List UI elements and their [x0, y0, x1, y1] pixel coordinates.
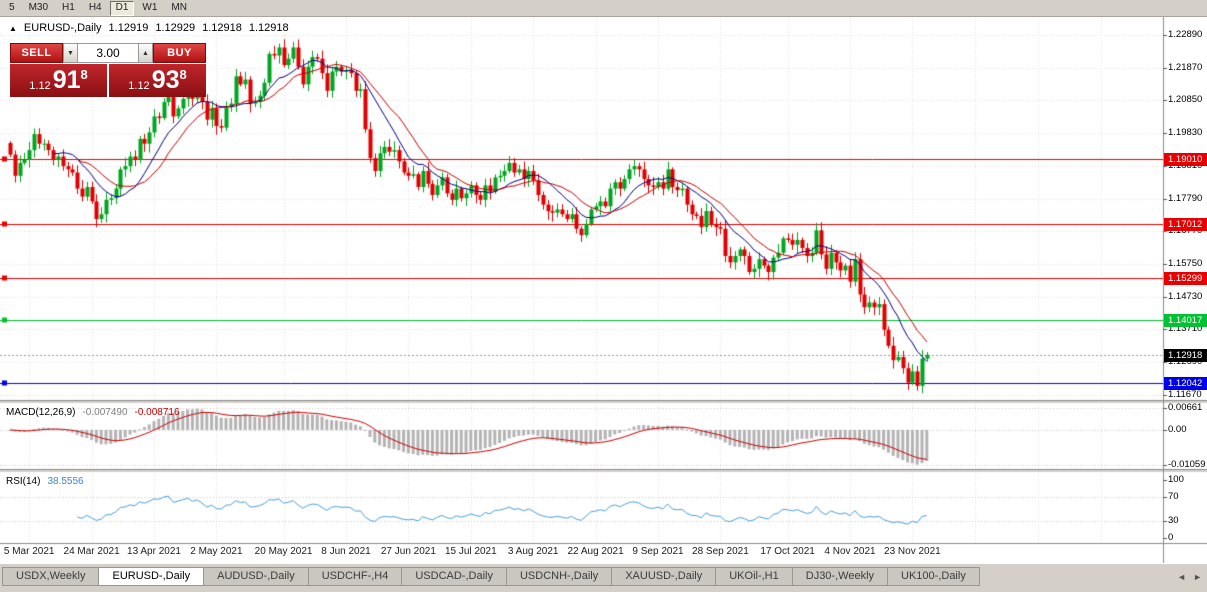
tab-scroll-right-icon[interactable]: ►: [1193, 572, 1202, 582]
time-axis-label: 2 May 2021: [190, 546, 243, 557]
chart-tab-uk100-daily[interactable]: UK100-,Daily: [888, 567, 980, 586]
bid-big-figure: 1.12: [29, 80, 51, 92]
time-axis-label: 23 Nov 2021: [884, 546, 941, 557]
price-chart-canvas[interactable]: [0, 17, 1207, 563]
bid-pipette: 8: [80, 67, 88, 82]
buy-button[interactable]: BUY: [153, 43, 206, 63]
rsi-indicator-label: RSI(14) 38.5556: [6, 476, 84, 487]
price-axis: 1.228901.218701.208501.198301.188101.177…: [1164, 17, 1207, 563]
macd-axis-label: 0.00: [1168, 423, 1187, 435]
down-arrow-icon: ▼: [67, 49, 74, 57]
timeframe-button-w1[interactable]: W1: [136, 1, 163, 16]
price-axis-label: 1.20850: [1168, 94, 1203, 106]
price-tag-1.19010: 1.19010: [1164, 153, 1207, 167]
sell-button[interactable]: SELL: [10, 43, 63, 63]
rsi-name: RSI(14): [6, 476, 41, 487]
price-axis-label: 1.14730: [1168, 290, 1203, 302]
ask-big-figure: 1.12: [128, 80, 150, 92]
time-axis-label: 5 Mar 2021: [3, 546, 55, 557]
chart-tabs: USDX,Weekly EURUSD-,Daily AUDUSD-,Daily USD…: [0, 567, 1207, 586]
ohlc-high: 1.12929: [155, 22, 196, 34]
price-axis-label: 1.21870: [1168, 61, 1203, 73]
macd-indicator-label: MACD(12,26,9) -0.007490 -0.008716: [6, 407, 180, 418]
price-tag-1.14017: 1.14017: [1164, 313, 1207, 327]
macd-main-value: -0.007490: [82, 407, 128, 418]
time-axis-label: 13 Apr 2021: [127, 546, 181, 557]
timeframe-button-d1[interactable]: D1: [109, 0, 135, 16]
chart-tab-audusd-daily[interactable]: AUDUSD-,Daily: [204, 567, 309, 586]
macd-signal-value: -0.008716: [134, 407, 180, 418]
time-axis-label: 20 May 2021: [254, 546, 313, 557]
one-click-order-row: SELL ▼ ▲ BUY: [10, 43, 206, 63]
chart-tab-usdchf-h4[interactable]: USDCHF-,H4: [308, 567, 403, 586]
timeframe-button-mn[interactable]: MN: [165, 1, 193, 16]
time-axis-label: 4 Nov 2021: [824, 546, 876, 557]
chart-tab-ukoil-h1[interactable]: UKOil-,H1: [716, 567, 793, 586]
time-axis-label: 22 Aug 2021: [567, 546, 624, 557]
timeframe-button-m30[interactable]: M30: [23, 1, 54, 16]
rsi-axis-label: 0: [1168, 532, 1174, 543]
price-axis-label: 1.13710: [1168, 323, 1203, 335]
timeframe-button-h4[interactable]: H4: [83, 1, 108, 16]
price-tag-1.15299: 1.15299: [1164, 272, 1207, 286]
time-axis-label: 27 Jun 2021: [380, 546, 436, 557]
time-axis-label: 8 Jun 2021: [321, 546, 371, 557]
time-axis: 5 Mar 2021 24 Mar 2021 13 Apr 2021 2 May 20…: [0, 546, 1163, 562]
time-axis-label: 3 Aug 2021: [507, 546, 559, 557]
ask-pips: 93: [151, 66, 180, 94]
timeframe-toolbar: 5 M30 H1 H4 D1 W1 MN: [0, 0, 1207, 17]
lot-size-input[interactable]: [78, 43, 138, 63]
tab-scroll-controls: ◄ ►: [1177, 572, 1202, 582]
timeframe-button-5[interactable]: 5: [3, 1, 21, 16]
tab-scroll-left-icon[interactable]: ◄: [1177, 572, 1187, 582]
chart-tab-eurusd-daily[interactable]: EURUSD-,Daily: [99, 567, 205, 586]
up-arrow-icon: ▲: [142, 49, 149, 57]
price-axis-label: 1.15750: [1168, 257, 1203, 269]
one-click-price-row: 1.12 91 8 1.12 93 8: [10, 64, 206, 97]
chart-tab-bar: USDX,Weekly EURUSD-,Daily AUDUSD-,Daily USD…: [0, 563, 1207, 592]
time-axis-label: 15 Jul 2021: [444, 546, 497, 557]
chart-tab-usdcnh-daily[interactable]: USDCNH-,Daily: [506, 567, 613, 586]
bid-pips: 91: [52, 66, 81, 94]
chart-tab-usdx-weekly[interactable]: USDX,Weekly: [2, 567, 100, 586]
time-axis-label: 17 Oct 2021: [760, 546, 815, 557]
ohlc-open: 1.12919: [108, 22, 149, 34]
price-axis-label: 1.11670: [1168, 388, 1202, 400]
ask-price-display[interactable]: 1.12 93 8: [109, 64, 206, 97]
one-click-trading-panel: SELL ▼ ▲ BUY 1.12 91 8 1.12 93 8: [10, 43, 206, 97]
chart-region: ▲ EURUSD-,Daily 1.12919 1.12929 1.12918 …: [0, 17, 1207, 563]
one-click-collapse-icon[interactable]: ▲: [9, 23, 17, 33]
macd-axis-label: 0.00661: [1168, 401, 1203, 413]
time-axis-label: 9 Sep 2021: [632, 546, 684, 557]
ohlc-close: 1.12918: [248, 22, 289, 34]
macd-name: MACD(12,26,9): [6, 407, 76, 418]
price-tag-1.12918: 1.12918: [1164, 348, 1207, 362]
price-axis-label: 1.22890: [1168, 28, 1203, 40]
chart-header: ▲ EURUSD-,Daily 1.12919 1.12929 1.12918 …: [9, 22, 289, 34]
price-axis-label: 1.19830: [1168, 127, 1203, 139]
rsi-axis-label: 30: [1168, 514, 1179, 526]
price-axis-label: 1.16770: [1168, 225, 1203, 237]
time-axis-label: 24 Mar 2021: [63, 546, 120, 557]
rsi-axis-label: 70: [1168, 491, 1179, 503]
lot-increase-button[interactable]: ▲: [138, 43, 153, 63]
timeframe-button-h1[interactable]: H1: [56, 1, 81, 16]
macd-axis-label: -0.01059: [1168, 459, 1206, 470]
chart-tab-dj30-weekly[interactable]: DJ30-,Weekly: [792, 567, 889, 586]
rsi-axis-label: 100: [1168, 474, 1184, 485]
bid-price-display[interactable]: 1.12 91 8: [10, 64, 107, 97]
lot-decrease-button[interactable]: ▼: [63, 43, 78, 63]
chart-tab-xauusd-daily[interactable]: XAUUSD-,Daily: [612, 567, 717, 586]
chart-symbol-period: EURUSD-,Daily: [23, 22, 102, 34]
chart-tab-usdcad-daily[interactable]: USDCAD-,Daily: [402, 567, 507, 586]
time-axis-label: 28 Sep 2021: [692, 546, 749, 557]
ohlc-low: 1.12918: [202, 22, 242, 34]
price-tag-1.12042: 1.12042: [1164, 376, 1207, 390]
price-axis-label: 1.17790: [1168, 192, 1203, 204]
ask-pipette: 8: [179, 67, 187, 82]
price-tag-1.17012: 1.17012: [1164, 217, 1207, 231]
rsi-value: 38.5556: [47, 476, 84, 487]
